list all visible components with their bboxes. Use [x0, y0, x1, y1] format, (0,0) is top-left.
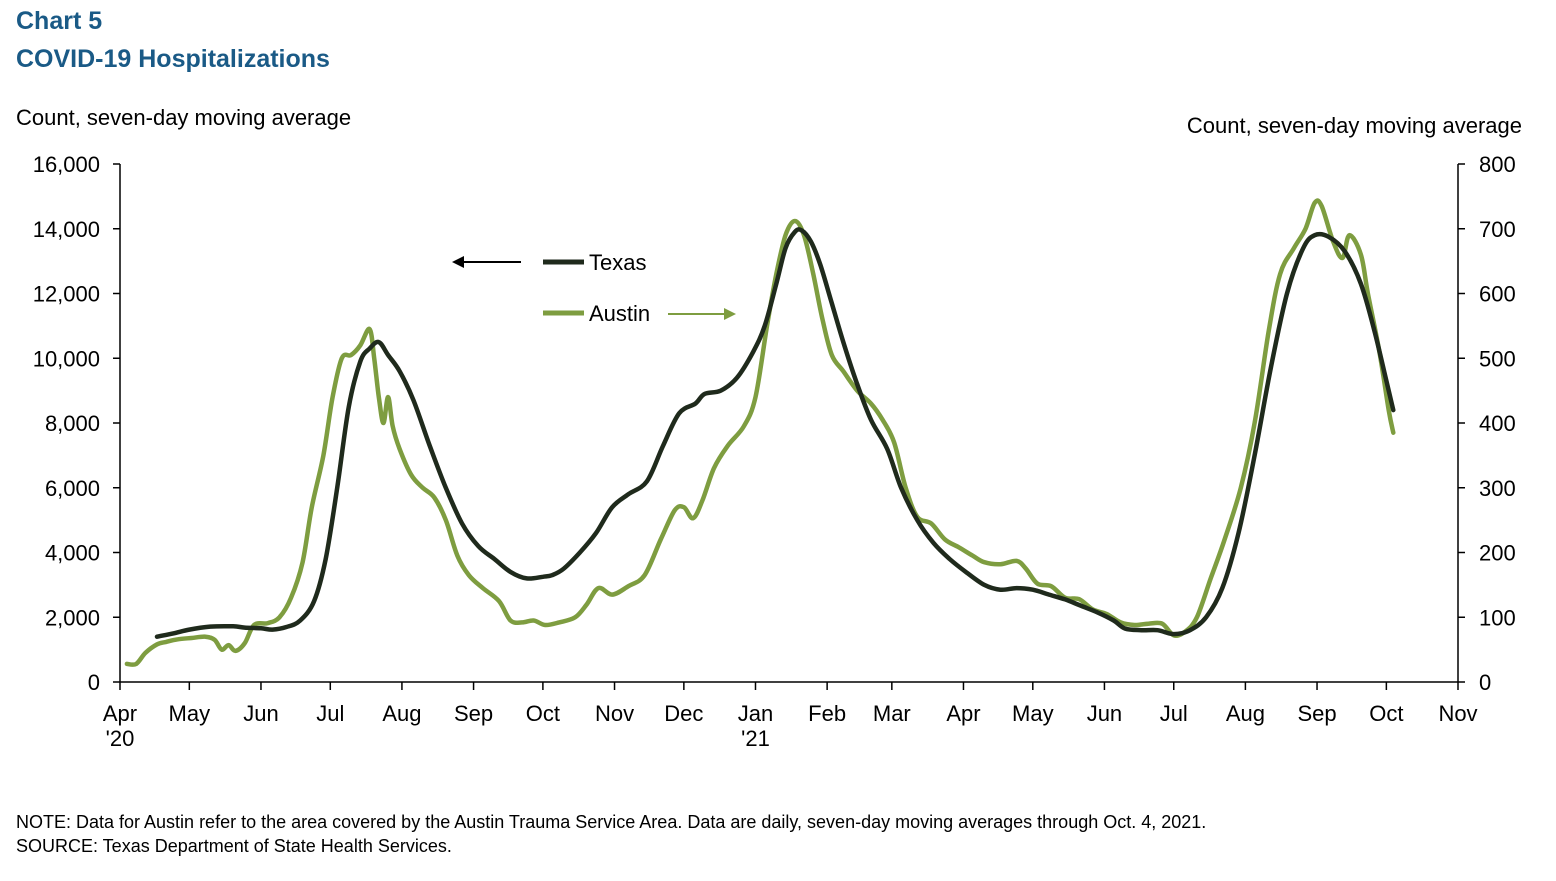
x-tick-label: Sep: [1297, 701, 1336, 726]
notes: NOTE: Data for Austin refer to the area …: [16, 810, 1206, 858]
x-tick-label: Nov: [595, 701, 634, 726]
chart-number: Chart 5: [16, 7, 103, 35]
x-tick-label: Apr: [946, 701, 980, 726]
y-axis-right-label: Count, seven-day moving average: [1187, 113, 1522, 138]
x-tick-label: May: [1012, 701, 1054, 726]
y-left-tick-label: 4,000: [45, 541, 100, 566]
x-tick-label: Dec: [664, 701, 703, 726]
y-right-tick-label: 100: [1479, 605, 1516, 630]
title-block: Chart 5 COVID-19 Hospitalizations: [16, 2, 330, 78]
x-tick-label: Jun: [243, 701, 278, 726]
y-left-tick-label: 2,000: [45, 605, 100, 630]
y-right-tick-label: 500: [1479, 346, 1516, 371]
x-tick-label: Jun: [1087, 701, 1122, 726]
legend-austin-arrowhead: [724, 308, 736, 320]
chart-title: COVID-19 Hospitalizations: [16, 45, 330, 73]
x-tick-label: Oct: [526, 701, 560, 726]
y-right-tick-label: 300: [1479, 476, 1516, 501]
x-tick-label: Sep: [454, 701, 493, 726]
y-left-tick-label: 14,000: [33, 217, 100, 242]
y-right-tick-label: 800: [1479, 152, 1516, 177]
note-text: NOTE: Data for Austin refer to the area …: [16, 812, 1207, 832]
x-tick-year-label: '21: [741, 726, 770, 751]
y-right-tick-label: 0: [1479, 670, 1491, 695]
y-left-tick-label: 0: [88, 670, 100, 695]
series-line-austin: [124, 198, 1396, 667]
x-tick-label: Jan: [738, 701, 773, 726]
x-tick-label: Apr: [103, 701, 137, 726]
y-left-tick-label: 6,000: [45, 476, 100, 501]
y-right-tick-label: 200: [1479, 541, 1516, 566]
series-layer: [124, 198, 1396, 667]
legend: Texas Austin: [452, 250, 736, 326]
y-left-tick-label: 8,000: [45, 411, 100, 436]
legend-texas-arrowhead: [452, 256, 464, 268]
y-right-tick-label: 400: [1479, 411, 1516, 436]
legend-texas-label: Texas: [589, 250, 646, 275]
legend-austin-label: Austin: [589, 301, 650, 326]
x-tick-label: Jul: [316, 701, 344, 726]
x-tick-label: May: [169, 701, 211, 726]
x-tick-label: Oct: [1369, 701, 1403, 726]
series-line-texas: [154, 227, 1396, 639]
y-left-tick-label: 10,000: [33, 346, 100, 371]
y-right-tick-label: 600: [1479, 282, 1516, 307]
axes: 0 2,000 4,000 6,000 8,000 10,000 12,000 14,000 1…: [33, 152, 1516, 751]
y-left-tick-label: 12,000: [33, 282, 100, 307]
x-tick-year-label: '20: [106, 726, 135, 751]
y-right-tick-label: 700: [1479, 217, 1516, 242]
x-tick-label: Nov: [1438, 701, 1477, 726]
x-tick-label: Aug: [1226, 701, 1265, 726]
x-tick-label: Mar: [873, 701, 911, 726]
x-tick-label: Aug: [382, 701, 421, 726]
x-tick-label: Jul: [1160, 701, 1188, 726]
y-left-tick-label: 16,000: [33, 152, 100, 177]
source-text: SOURCE: Texas Department of State Health…: [16, 836, 452, 856]
y-axis-left-label: Count, seven-day moving average: [16, 105, 351, 130]
x-tick-label: Feb: [808, 701, 846, 726]
